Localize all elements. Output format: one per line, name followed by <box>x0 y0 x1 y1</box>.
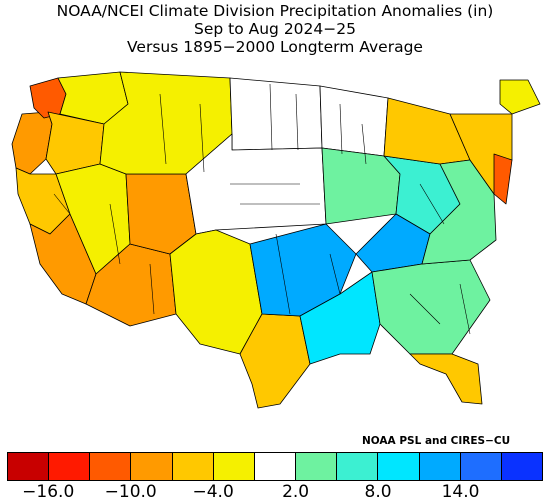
division-boundary <box>295 93 299 151</box>
division-boundary <box>339 103 343 155</box>
region-northern-new-england <box>499 79 541 115</box>
credit-label: NOAA PSL and CIRES−CU <box>362 435 511 447</box>
division-boundary <box>409 293 441 325</box>
us-climate-division-map <box>11 71 541 409</box>
legend-swatch-0 <box>8 453 50 480</box>
region-southeast <box>371 259 491 355</box>
legend-swatch-11 <box>460 453 502 480</box>
legend-swatch-7 <box>296 453 338 480</box>
legend-swatch-6 <box>254 453 297 480</box>
map-title: NOAA/NCEI Climate Division Precipitation… <box>0 2 550 56</box>
legend-swatch-2 <box>90 453 132 480</box>
legend-swatch-5 <box>213 453 255 480</box>
division-boundary <box>275 233 291 315</box>
legend-swatch-8 <box>337 453 379 480</box>
region-mid-atlantic-coast <box>493 153 513 205</box>
legend-swatch-9 <box>378 453 420 480</box>
division-boundary <box>361 123 367 165</box>
division-boundary <box>159 93 167 165</box>
region-lower-mississippi <box>299 271 381 365</box>
color-legend-labels: −16.0 −10.0 −4.0 2.0 8.0 14.0 <box>7 482 543 504</box>
division-boundary <box>109 203 121 265</box>
region-southern-plains <box>169 229 263 355</box>
division-boundary <box>199 103 205 173</box>
legend-tick-label: 2.0 <box>282 482 310 502</box>
legend-swatch-1 <box>49 453 91 480</box>
legend-swatch-4 <box>172 453 214 480</box>
title-line-1: NOAA/NCEI Climate Division Precipitation… <box>56 2 494 20</box>
division-boundary <box>329 253 341 295</box>
legend-swatch-3 <box>131 453 173 480</box>
legend-tick-label: 8.0 <box>364 482 392 502</box>
legend-tick-label: −10.0 <box>104 482 157 502</box>
legend-tick-label: 14.0 <box>441 482 480 502</box>
legend-tick-label: −16.0 <box>22 482 75 502</box>
legend-swatch-10 <box>419 453 461 480</box>
region-florida <box>409 353 483 405</box>
legend-tick-label: −4.0 <box>192 482 234 502</box>
title-line-2: Sep to Aug 2024−25 <box>194 20 356 38</box>
legend-swatch-12 <box>501 453 543 480</box>
division-boundary <box>459 283 471 335</box>
division-boundary <box>269 83 273 151</box>
title-line-3: Versus 1895−2000 Longterm Average <box>127 38 423 56</box>
region-upper-midwest <box>319 85 389 157</box>
color-legend <box>7 452 543 481</box>
division-boundary <box>419 183 445 225</box>
division-boundary <box>149 263 155 315</box>
region-pacific-northwest-coast <box>11 111 53 175</box>
division-boundary <box>53 193 71 215</box>
region-northern-plains <box>229 77 323 151</box>
